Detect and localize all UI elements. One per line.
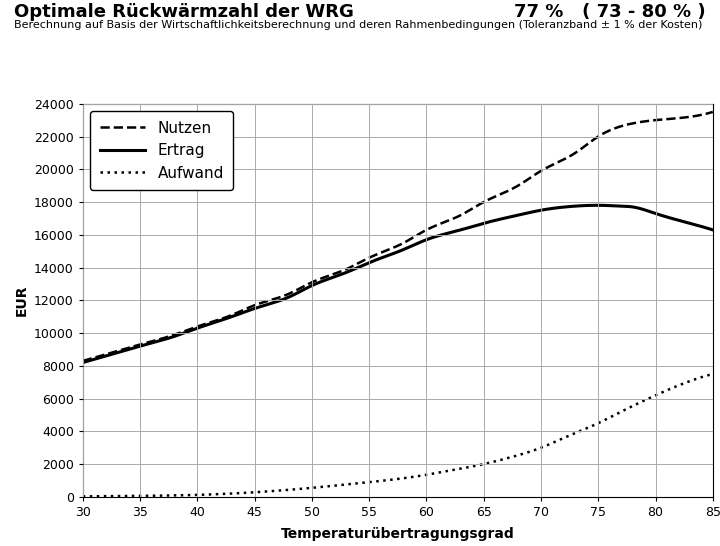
Nutzen [536, 168, 545, 174]
Aufwand [474, 462, 483, 468]
Aufwand [78, 493, 87, 500]
Ertrag [708, 227, 717, 233]
Text: Optimale Rückwärmzahl der WRG: Optimale Rückwärmzahl der WRG [14, 3, 354, 21]
Aufwand [154, 492, 163, 499]
Line: Aufwand: Aufwand [83, 374, 713, 496]
Ertrag [534, 207, 542, 214]
Nutzen [328, 271, 336, 278]
Legend: Nutzen, Ertrag, Aufwand: Nutzen, Ertrag, Aufwand [91, 111, 233, 190]
Ertrag [474, 221, 483, 228]
Nutzen [534, 170, 542, 176]
X-axis label: Temperaturübertragungsgrad: Temperaturübertragungsgrad [281, 527, 515, 541]
Ertrag [284, 294, 292, 301]
Nutzen [708, 109, 717, 115]
Y-axis label: EUR: EUR [14, 284, 28, 316]
Nutzen [154, 336, 163, 343]
Aufwand [536, 444, 545, 451]
Ertrag [592, 202, 600, 209]
Nutzen [284, 291, 292, 298]
Text: Berechnung auf Basis der Wirtschaftlichkeitsberechnung und deren Rahmenbedingung: Berechnung auf Basis der Wirtschaftlichk… [14, 20, 703, 30]
Ertrag [536, 207, 545, 213]
Ertrag [154, 338, 163, 345]
Ertrag [78, 359, 87, 366]
Ertrag [328, 274, 336, 281]
Line: Nutzen: Nutzen [83, 112, 713, 361]
Nutzen [474, 201, 483, 208]
Aufwand [284, 486, 292, 493]
Aufwand [534, 446, 542, 452]
Text: 77 %   ( 73 - 80 % ): 77 % ( 73 - 80 % ) [514, 3, 706, 21]
Nutzen [78, 358, 87, 364]
Line: Ertrag: Ertrag [83, 205, 713, 363]
Aufwand [328, 483, 336, 489]
Aufwand [708, 371, 717, 377]
